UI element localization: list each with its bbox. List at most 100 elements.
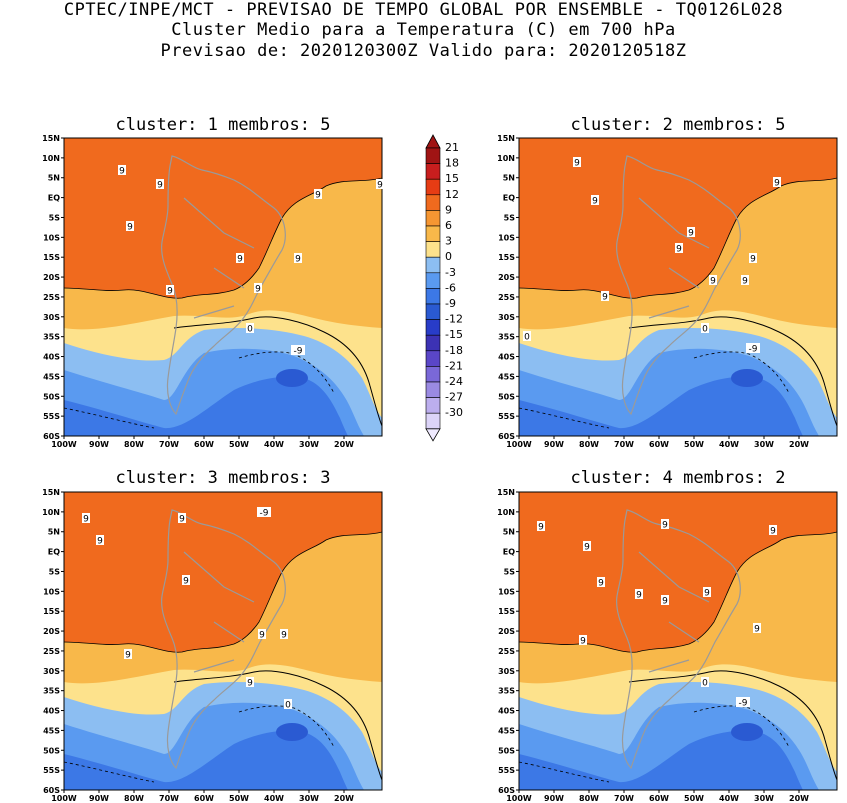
lat-tick-label: 30S xyxy=(498,313,515,322)
lat-tick-label: 10S xyxy=(43,233,60,242)
lon-tick-label: 70W xyxy=(159,440,179,449)
contour-label: 9 xyxy=(246,677,254,689)
lon-tick-label: 80W xyxy=(579,794,599,803)
contour-label: 9 xyxy=(661,519,669,531)
svg-text:0: 0 xyxy=(285,701,291,711)
contour-label: 9 xyxy=(156,179,164,191)
lon-tick-label: 50W xyxy=(684,440,704,449)
lat-tick-label: 10S xyxy=(43,587,60,596)
svg-text:9: 9 xyxy=(167,287,173,297)
panel-4-title: cluster: 4 membros: 2 xyxy=(570,468,786,488)
lat-tick-label: 5N xyxy=(48,174,60,183)
map-frame xyxy=(518,491,838,791)
svg-text:0: 0 xyxy=(702,679,708,689)
contour-label: 9 xyxy=(118,165,126,177)
lat-tick-label: 20S xyxy=(498,273,515,282)
lat-tick-label: EQ xyxy=(48,194,60,203)
contour-label: 9 xyxy=(280,629,288,641)
lon-tick-label: 50W xyxy=(229,794,249,803)
svg-text:9: 9 xyxy=(237,255,243,265)
contour-label: 9 xyxy=(583,541,591,553)
colorbar-label: 9 xyxy=(445,203,452,216)
contour-label: 9 xyxy=(314,189,322,201)
contour-label: 9 xyxy=(591,195,599,207)
lon-tick-label: 90W xyxy=(544,794,564,803)
svg-text:9: 9 xyxy=(754,625,760,635)
lat-tick-label: 10N xyxy=(42,154,60,163)
lat-tick-label: 50S xyxy=(498,392,515,401)
colorbar-top-arrow xyxy=(425,134,441,149)
svg-text:9: 9 xyxy=(704,589,710,599)
contour-label: 9 xyxy=(773,177,781,189)
contour-label: 9 xyxy=(601,291,609,303)
lon-tick-label: 80W xyxy=(124,794,144,803)
lat-tick-label: 5S xyxy=(504,567,516,576)
lat-tick-label: 35S xyxy=(498,333,515,342)
lat-tick-label: 50S xyxy=(43,746,60,755)
svg-text:0: 0 xyxy=(524,333,530,343)
svg-text:9: 9 xyxy=(97,537,103,547)
lat-tick-label: 25S xyxy=(43,647,60,656)
svg-text:9: 9 xyxy=(770,527,776,537)
svg-text:9: 9 xyxy=(538,523,544,533)
contour-label: 9 xyxy=(166,285,174,297)
lon-tick-label: 100W xyxy=(506,440,532,449)
figure-title: CPTEC/INPE/MCT - PREVISAO DE TEMPO GLOBA… xyxy=(63,0,784,20)
colorbar-swatch xyxy=(425,241,441,258)
lat-tick-label: 15N xyxy=(497,134,515,143)
svg-text:9: 9 xyxy=(281,631,287,641)
contour-label: 9 xyxy=(376,179,384,191)
svg-text:9: 9 xyxy=(580,637,586,647)
svg-text:9: 9 xyxy=(742,277,748,287)
svg-text:9: 9 xyxy=(710,277,716,287)
lat-tick-label: 20S xyxy=(498,627,515,636)
colorbar-label: -18 xyxy=(445,344,463,357)
contour-label: 0 xyxy=(284,699,292,711)
colorbar-label: -30 xyxy=(445,406,463,419)
svg-text:9: 9 xyxy=(127,223,133,233)
svg-text:9: 9 xyxy=(592,197,598,207)
lat-tick-label: 50S xyxy=(43,392,60,401)
lat-tick-label: 55S xyxy=(498,766,515,775)
contour-label: -9 xyxy=(257,507,271,519)
svg-text:9: 9 xyxy=(83,515,89,525)
lat-tick-label: EQ xyxy=(503,194,515,203)
panel-1-title: cluster: 1 membros: 5 xyxy=(115,115,331,135)
svg-text:-9: -9 xyxy=(260,509,269,519)
svg-text:-9: -9 xyxy=(739,699,748,709)
lat-tick-label: 5N xyxy=(48,528,60,537)
colorbar: 21 18 15 12 9 6 3 0 -3 -6 -9 -12 -15 -18 -21 -24 -27 -30 xyxy=(425,134,463,442)
lat-tick-label: 25S xyxy=(498,647,515,656)
lon-tick-label: 90W xyxy=(544,440,564,449)
svg-text:0: 0 xyxy=(247,325,253,335)
svg-text:9: 9 xyxy=(636,591,642,601)
lat-tick-label: 35S xyxy=(498,687,515,696)
colorbar-bottom-arrow xyxy=(425,428,441,442)
map-panel: 9 9 9 9 9 9 9 9 9 0 -9 15N 10N 5N EQ 5S 10S 15S 20S 25S 30S 3… xyxy=(42,134,384,449)
lat-tick-label: 25S xyxy=(43,293,60,302)
lon-tick-label: 90W xyxy=(89,440,109,449)
colorbar-label: 0 xyxy=(445,250,452,263)
svg-text:9: 9 xyxy=(676,245,682,255)
lat-tick-label: 50S xyxy=(498,746,515,755)
lat-tick-label: 40S xyxy=(43,707,60,716)
svg-text:9: 9 xyxy=(157,181,163,191)
contour-label: 9 xyxy=(741,275,749,287)
lat-tick-label: 5S xyxy=(49,567,61,576)
colorbar-swatch xyxy=(425,288,441,305)
contour-label: 9 xyxy=(661,595,669,607)
lon-tick-label: 30W xyxy=(299,794,319,803)
lat-tick-label: 40S xyxy=(498,353,515,362)
lon-tick-label: 60W xyxy=(649,440,669,449)
contour-label: 0 xyxy=(246,323,254,335)
figure-dates: Previsao de: 2020120300Z Valido para: 20… xyxy=(160,41,687,61)
colorbar-swatch xyxy=(425,147,441,164)
contour-label: 9 xyxy=(258,629,266,641)
lat-tick-label: 60S xyxy=(498,786,515,795)
lat-tick-label: 10N xyxy=(497,154,515,163)
lat-tick-label: EQ xyxy=(48,548,60,557)
lon-tick-label: 100W xyxy=(506,794,532,803)
colorbar-label: 6 xyxy=(445,219,452,232)
lon-tick-label: 90W xyxy=(89,794,109,803)
lon-tick-label: 60W xyxy=(194,794,214,803)
